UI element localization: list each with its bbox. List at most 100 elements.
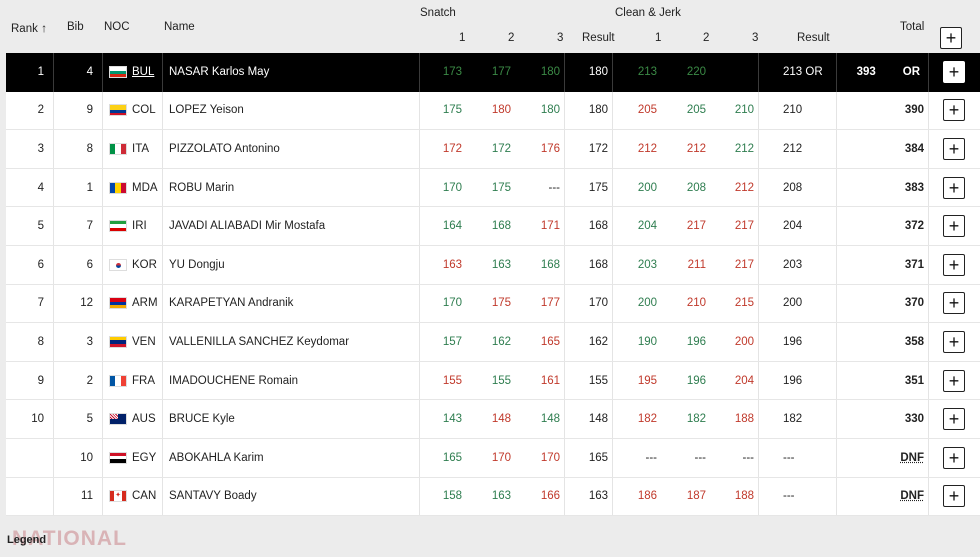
bib-cell: 9 <box>86 104 93 117</box>
sres-cell: 168 <box>588 258 608 271</box>
total-value: 383 <box>904 181 924 194</box>
expand-row-button[interactable]: + <box>943 61 965 84</box>
can-flag-icon: ✦ <box>109 490 127 503</box>
noc-cell: ✦ CAN <box>102 478 162 516</box>
cres-cell: 196 <box>783 374 803 387</box>
column-divider <box>162 207 163 245</box>
bul-flag-icon <box>109 66 127 79</box>
bib-cell: 3 <box>86 335 93 348</box>
total-value: 351 <box>904 374 924 387</box>
table-row[interactable]: 10 EGY ABOKAHLA Karim 165 170 170 165 --- --- ---… <box>6 438 980 478</box>
noc-cell: COL <box>102 92 162 130</box>
rank-cell: 2 <box>37 104 44 117</box>
column-divider <box>102 168 103 207</box>
total-cell: 371 <box>836 246 928 284</box>
expand-row-button[interactable]: + <box>943 137 965 160</box>
column-divider <box>564 477 565 516</box>
expand-all-button[interactable]: + <box>940 27 962 49</box>
total-cell: 390 <box>836 92 928 130</box>
expand-row-button[interactable]: + <box>943 176 965 199</box>
rank-cell: 5 <box>37 220 44 233</box>
column-divider <box>836 53 837 92</box>
column-divider <box>162 323 163 361</box>
total-value: 330 <box>904 413 924 426</box>
noc-code: AUS <box>132 413 156 426</box>
cres-cell: 196 <box>783 335 803 348</box>
table-row[interactable]: 7 12 ARM KARAPETYAN Andranik 170 175 177 170 200… <box>6 284 980 324</box>
column-divider <box>102 207 103 245</box>
noc-code: COL <box>132 104 156 117</box>
total-cell: DNF <box>836 439 928 477</box>
column-divider <box>162 438 163 477</box>
expand-row-button[interactable]: + <box>943 215 965 238</box>
expand-row-button[interactable]: + <box>943 485 965 508</box>
ita-flag-icon <box>109 142 127 155</box>
expand-cell: + <box>928 323 980 361</box>
column-divider <box>419 400 420 438</box>
c1-cell: 203 <box>637 258 657 271</box>
column-divider <box>102 361 103 400</box>
column-divider <box>53 207 54 245</box>
noc-code: IRI <box>132 220 147 233</box>
bib-cell: 12 <box>80 297 93 310</box>
column-divider <box>928 53 929 92</box>
column-divider <box>419 361 420 400</box>
column-divider <box>53 400 54 438</box>
noc-code: FRA <box>132 374 155 387</box>
arm-flag-icon <box>109 297 127 310</box>
total-cell: 358 <box>836 323 928 361</box>
table-row[interactable]: 2 9 COL LOPEZ Yeison 175 180 180 180 205 205 210 21… <box>6 91 980 131</box>
column-divider <box>162 53 163 92</box>
table-row[interactable]: 1 4 BUL NASAR Karlos May 173 177 180 180 213 220 2… <box>6 53 980 92</box>
expand-row-button[interactable]: + <box>943 99 965 122</box>
column-divider <box>53 361 54 400</box>
bib-cell: 10 <box>80 451 93 464</box>
sres-cell: 168 <box>588 220 608 233</box>
snatch-1-header: 1 <box>459 32 466 44</box>
table-row[interactable]: 5 7 IRI JAVADI ALIABADI Mir Mostafa 164 168 17… <box>6 207 980 246</box>
noc-code: ARM <box>132 297 158 310</box>
s3-cell: 166 <box>540 490 560 503</box>
table-row[interactable]: 8 3 VEN VALLENILLA SANCHEZ Keydomar 157 162 16… <box>6 323 980 362</box>
column-divider <box>836 400 837 438</box>
expand-cell: + <box>928 285 980 323</box>
s3-cell: 176 <box>540 142 560 155</box>
expand-row-button[interactable]: + <box>943 446 965 469</box>
s3-cell: 180 <box>540 104 560 117</box>
column-divider <box>419 245 420 284</box>
expand-row-button[interactable]: + <box>943 330 965 353</box>
table-row[interactable]: 9 2 FRA IMADOUCHENE Romain 155 155 161 155 195 19… <box>6 361 980 401</box>
column-divider <box>419 323 420 361</box>
bib-header: Bib <box>67 21 84 33</box>
c2-cell: 196 <box>686 374 706 387</box>
column-divider <box>102 130 103 168</box>
legend-link[interactable]: Legend <box>7 534 47 546</box>
column-divider <box>836 91 837 130</box>
expand-row-button[interactable]: + <box>943 253 965 276</box>
rank-cell: 1 <box>37 66 44 79</box>
s1-cell: 157 <box>442 335 462 348</box>
total-value: DNF <box>900 490 924 503</box>
expand-row-button[interactable]: + <box>943 292 965 315</box>
expand-row-button[interactable]: + <box>943 369 965 392</box>
expand-row-button[interactable]: + <box>943 408 965 431</box>
rank-cell <box>6 439 53 477</box>
noc-cell: BUL <box>102 53 162 92</box>
c1-cell: 182 <box>637 413 657 426</box>
table-row[interactable]: 10 5 AUS BRUCE Kyle 143 148 148 148 182 182 188 182… <box>6 400 980 439</box>
s3-cell: 180 <box>540 66 560 79</box>
expand-cell: + <box>928 92 980 130</box>
table-row[interactable]: 4 1 MDA ROBU Marin 170 175 --- 175 200 208 212 208 3… <box>6 168 980 208</box>
column-divider <box>612 245 613 284</box>
sres-cell: 170 <box>588 297 608 310</box>
c2-cell: 208 <box>686 181 706 194</box>
name-header: Name <box>164 21 195 33</box>
table-row[interactable]: 6 6 KOR YU Dongju 163 163 168 168 203 211 217 203 37… <box>6 245 980 285</box>
rank-header[interactable]: Rank ↑ <box>11 21 48 35</box>
column-divider <box>102 438 103 477</box>
sres-cell: 175 <box>588 181 608 194</box>
column-divider <box>102 53 103 92</box>
table-row[interactable]: 11 ✦ CAN SANTAVY Boady 158 163 166 163 186 187 188… <box>6 477 980 517</box>
c3-cell: 200 <box>734 335 754 348</box>
table-row[interactable]: 3 8 ITA PIZZOLATO Antonino 172 172 176 172 212 21… <box>6 130 980 169</box>
